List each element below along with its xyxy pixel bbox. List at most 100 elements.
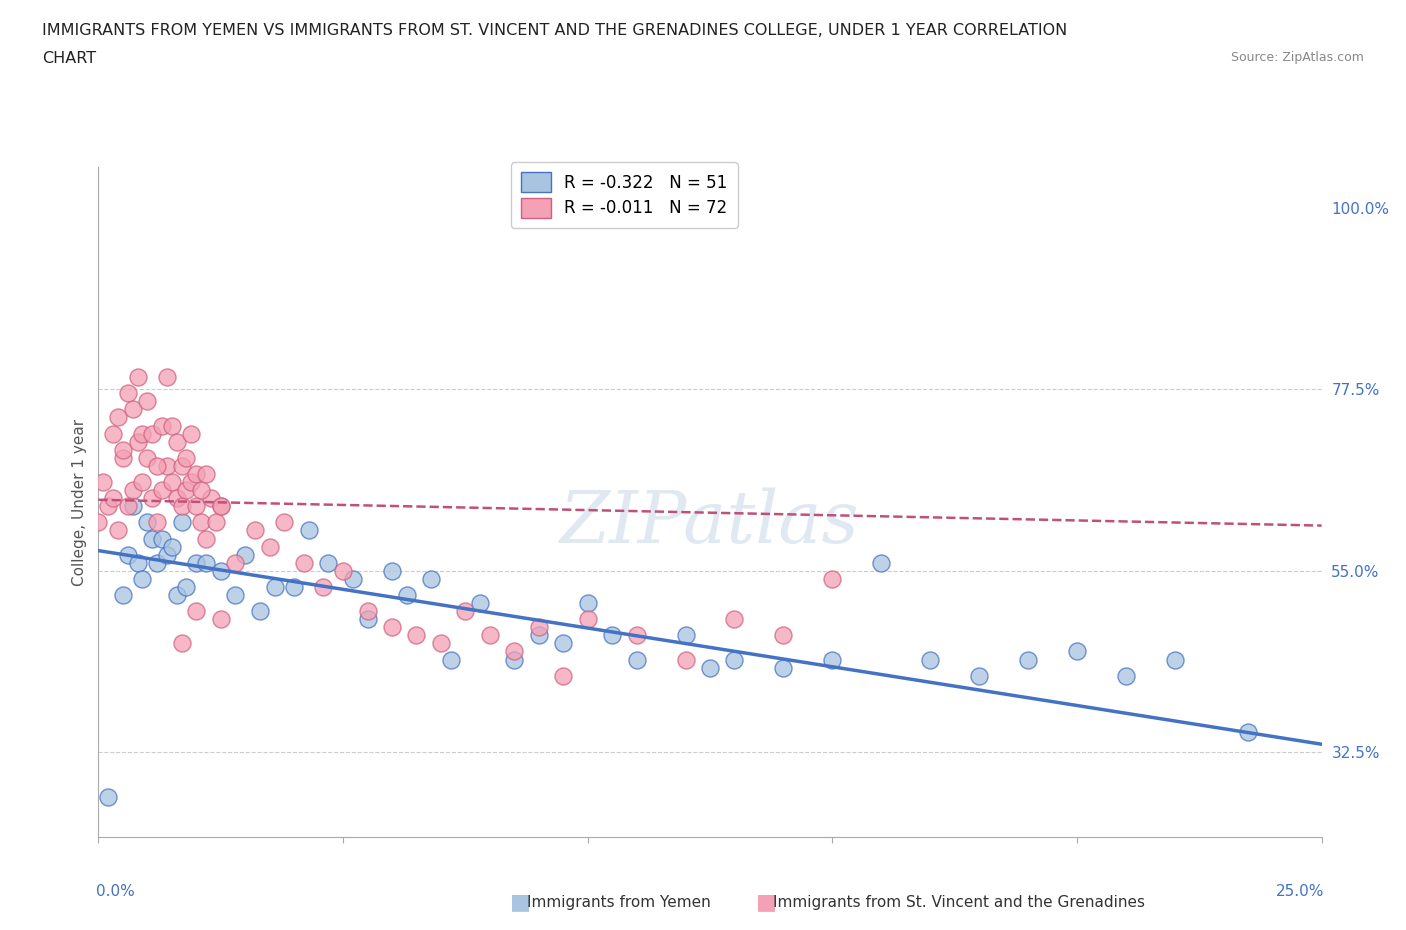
Point <box>127 370 149 385</box>
Point <box>160 539 183 554</box>
Point <box>553 636 575 651</box>
Point <box>1237 724 1260 739</box>
Point <box>332 564 354 578</box>
Point <box>381 564 404 578</box>
Point <box>200 491 222 506</box>
Point <box>503 652 526 667</box>
Point <box>675 628 697 643</box>
Point <box>190 515 212 530</box>
Point <box>101 491 124 506</box>
Point <box>263 579 285 594</box>
Point <box>101 426 124 441</box>
Y-axis label: College, Under 1 year: College, Under 1 year <box>72 418 87 586</box>
Point <box>1115 669 1137 684</box>
Point <box>150 531 173 546</box>
Point <box>440 652 463 667</box>
Text: ■: ■ <box>510 892 530 912</box>
Point <box>356 604 378 618</box>
Point <box>121 483 143 498</box>
Point <box>626 628 648 643</box>
Point <box>107 523 129 538</box>
Point <box>176 483 198 498</box>
Point <box>127 555 149 570</box>
Point <box>141 426 163 441</box>
Point <box>405 628 427 643</box>
Point <box>821 652 844 667</box>
Point <box>111 588 134 603</box>
Point <box>150 418 173 433</box>
Text: 0.0%: 0.0% <box>96 884 135 899</box>
Point <box>111 443 134 458</box>
Point <box>626 652 648 667</box>
Text: Immigrants from Yemen: Immigrants from Yemen <box>527 895 711 910</box>
Point <box>312 579 335 594</box>
Point <box>170 458 193 473</box>
Text: ZIPatlas: ZIPatlas <box>560 487 860 558</box>
Point <box>170 636 193 651</box>
Point <box>170 498 193 513</box>
Point <box>190 483 212 498</box>
Point <box>1017 652 1039 667</box>
Point <box>186 604 208 618</box>
Point <box>772 628 794 643</box>
Point <box>342 571 364 586</box>
Point <box>395 588 418 603</box>
Point <box>553 669 575 684</box>
Point <box>209 498 232 513</box>
Point <box>273 515 295 530</box>
Point <box>821 571 844 586</box>
Point <box>209 498 232 513</box>
Point <box>176 450 198 465</box>
Point <box>675 652 697 667</box>
Point <box>209 564 232 578</box>
Point <box>1066 644 1088 658</box>
Point <box>224 555 246 570</box>
Point <box>136 450 159 465</box>
Point <box>1164 652 1187 667</box>
Text: 25.0%: 25.0% <box>1275 884 1324 899</box>
Point <box>600 628 623 643</box>
Point <box>430 636 453 651</box>
Point <box>478 628 501 643</box>
Point <box>160 418 183 433</box>
Point <box>136 515 159 530</box>
Point <box>920 652 942 667</box>
Point <box>131 426 153 441</box>
Point <box>156 370 179 385</box>
Point <box>146 458 169 473</box>
Point <box>699 660 721 675</box>
Point <box>723 652 745 667</box>
Point <box>283 579 305 594</box>
Point <box>318 555 340 570</box>
Point <box>381 619 404 634</box>
Point <box>195 467 218 482</box>
Point <box>195 531 218 546</box>
Point <box>121 402 143 417</box>
Point <box>576 595 599 610</box>
Point <box>195 555 218 570</box>
Point <box>209 612 232 627</box>
Point <box>117 498 139 513</box>
Point <box>576 612 599 627</box>
Point <box>146 555 169 570</box>
Point <box>870 555 893 570</box>
Point <box>454 604 477 618</box>
Point <box>243 523 266 538</box>
Text: Source: ZipAtlas.com: Source: ZipAtlas.com <box>1230 51 1364 64</box>
Point <box>156 458 179 473</box>
Point <box>146 515 169 530</box>
Point <box>180 426 202 441</box>
Point <box>166 491 188 506</box>
Point <box>166 588 188 603</box>
Point <box>233 547 256 562</box>
Point <box>180 474 202 489</box>
Point <box>420 571 443 586</box>
Point <box>141 531 163 546</box>
Text: IMMIGRANTS FROM YEMEN VS IMMIGRANTS FROM ST. VINCENT AND THE GRENADINES COLLEGE,: IMMIGRANTS FROM YEMEN VS IMMIGRANTS FROM… <box>42 23 1067 38</box>
Point <box>356 612 378 627</box>
Point <box>249 604 271 618</box>
Point <box>503 644 526 658</box>
Point <box>150 483 173 498</box>
Point <box>117 386 139 401</box>
Point <box>166 434 188 449</box>
